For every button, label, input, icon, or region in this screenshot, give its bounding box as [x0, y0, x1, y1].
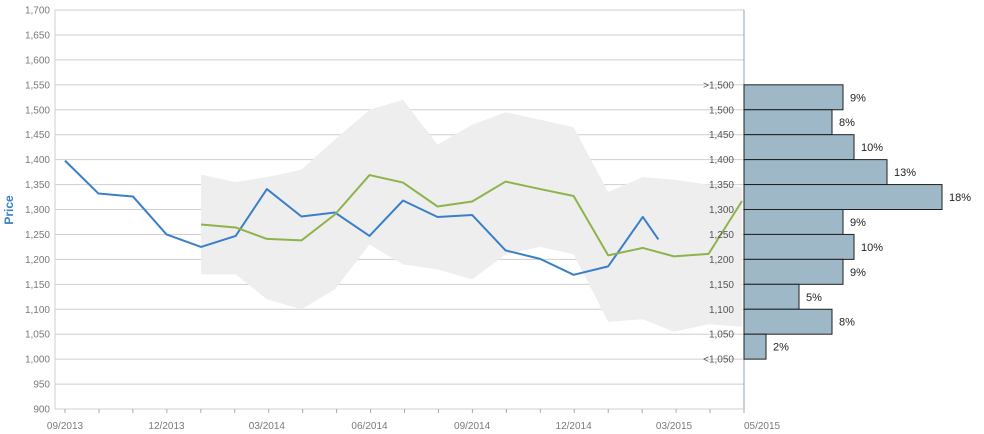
y-tick-label: 1,300 [25, 205, 50, 216]
x-tick-label: 03/2014 [249, 421, 286, 432]
x-tick-label: 03/2015 [656, 421, 693, 432]
y-axis-label: Price [2, 195, 16, 225]
distribution-percent-label: 9% [850, 92, 866, 104]
x-tick-label: 09/2013 [47, 421, 84, 432]
distribution-bar [743, 283, 800, 310]
distribution-percent-label: 18% [949, 192, 971, 204]
forecast-series-line [200, 174, 743, 258]
distribution-percent-label: 5% [806, 292, 822, 304]
distribution-bar [743, 209, 844, 235]
distribution-bin-label: 1,450 [709, 130, 734, 141]
distribution-bar [743, 109, 833, 136]
y-tick-label: 1,150 [25, 280, 50, 291]
y-tick-label: 1,200 [25, 255, 50, 266]
distribution-percent-label: 10% [861, 142, 883, 154]
distribution-bar [743, 258, 844, 285]
distribution-percent-label: 10% [861, 242, 883, 254]
tick-labels: 900 950 1,000 1,050 1,100 1,150 1,200 1,250 1,30… [25, 6, 781, 433]
y-tick-label: 1,050 [25, 330, 50, 341]
distribution-percent-label: 2% [773, 342, 789, 354]
y-tick-label: 1,600 [25, 55, 50, 66]
distribution-bar [743, 159, 888, 186]
x-tick-label: 05/2015 [744, 421, 781, 432]
actual-series-line [64, 159, 660, 276]
x-tick-label: 09/2014 [454, 421, 491, 432]
x-tick-label: 06/2014 [351, 421, 388, 432]
distribution-layer: 9% >1,500 8% 1,500 10% 1,450 13% 1,400 18% 1,350 9… [703, 80, 971, 365]
y-tick-label: 1,000 [25, 355, 50, 366]
distribution-percent-label: 9% [850, 217, 866, 229]
distribution-percent-label: 8% [839, 317, 855, 329]
distribution-bar [743, 184, 943, 210]
distribution-bin-label: <1,050 [703, 355, 734, 366]
distribution-bin-label: 1,100 [709, 305, 734, 316]
y-tick-label: 1,400 [25, 155, 50, 166]
y-tick-label: 1,650 [25, 30, 50, 41]
distribution-bin-label: 1,250 [709, 230, 734, 241]
distribution-bin-label: 1,150 [709, 280, 734, 291]
distribution-bin-label: 1,500 [709, 105, 734, 116]
distribution-bin-label: 1,200 [709, 255, 734, 266]
y-tick-label: 1,550 [25, 80, 50, 91]
x-tick-label: 12/2013 [148, 421, 185, 432]
y-tick-label: 1,500 [25, 105, 50, 116]
distribution-percent-label: 8% [839, 117, 855, 129]
distribution-bin-label: 1,350 [709, 180, 734, 191]
x-tick-label: 12/2014 [556, 421, 593, 432]
y-tick-label: 1,100 [25, 305, 50, 316]
y-tick-label: 1,450 [25, 130, 50, 141]
distribution-bar [743, 84, 844, 111]
distribution-bar [743, 308, 833, 335]
y-tick-label: 900 [33, 405, 50, 416]
y-tick-label: 1,350 [25, 180, 50, 191]
distribution-bin-label: 1,400 [709, 155, 734, 166]
distribution-bar [743, 134, 855, 161]
y-tick-label: 1,700 [25, 6, 50, 17]
distribution-percent-label: 9% [850, 267, 866, 279]
y-tick-label: 1,250 [25, 230, 50, 241]
distribution-bar [743, 233, 855, 260]
distribution-bin-label: >1,500 [703, 80, 734, 91]
distribution-bar [743, 333, 767, 360]
y-tick-label: 950 [33, 380, 50, 391]
distribution-percent-label: 13% [894, 167, 916, 179]
series-layer [64, 159, 743, 276]
distribution-bin-label: 1,300 [709, 205, 734, 216]
distribution-bin-label: 1,050 [709, 330, 734, 341]
